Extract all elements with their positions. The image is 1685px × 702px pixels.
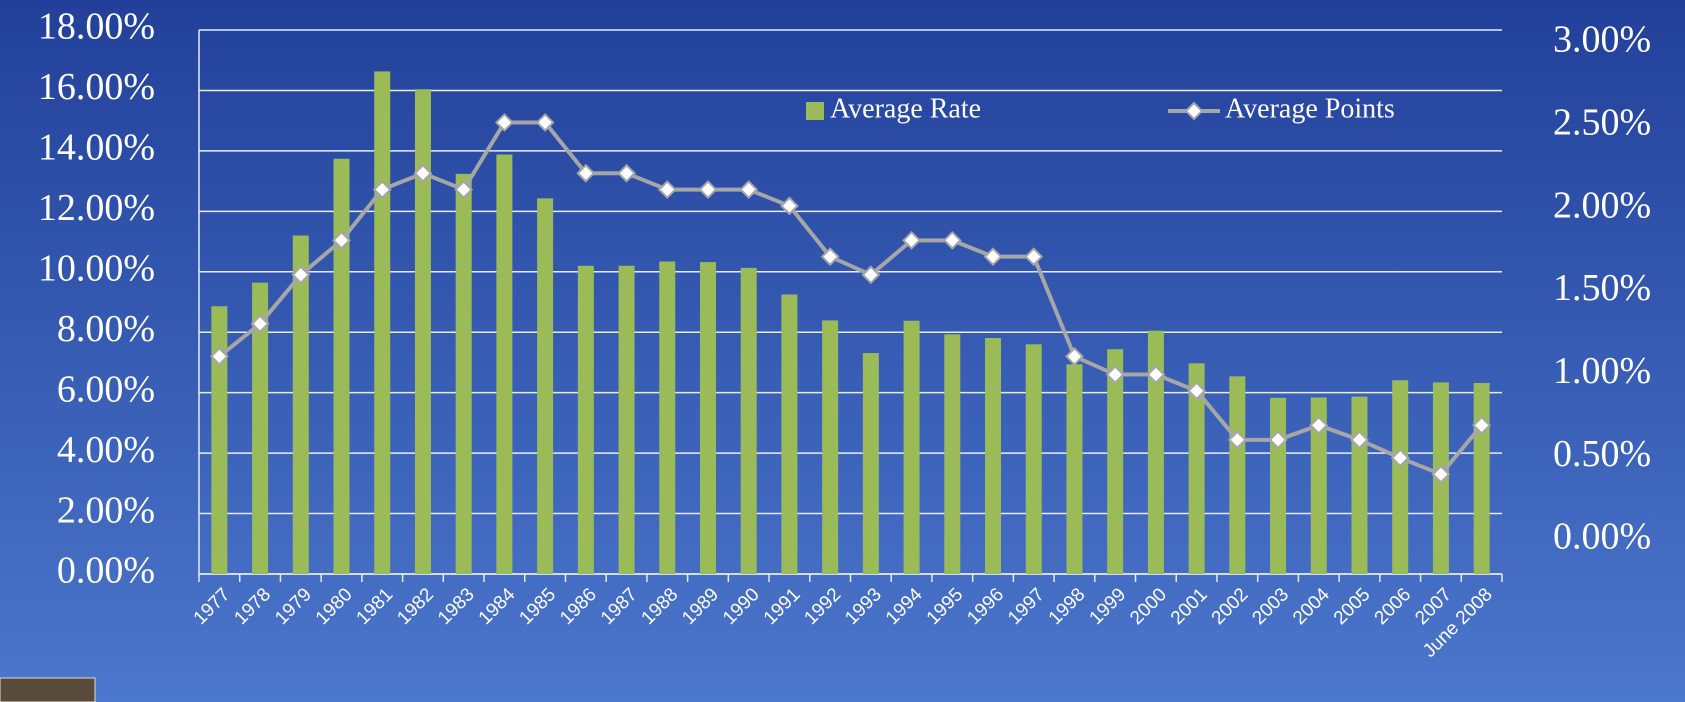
thumbnail [0, 678, 95, 702]
bar [700, 262, 716, 574]
y-tick-label: 4.00% [57, 429, 155, 471]
bar [944, 334, 960, 574]
bar [537, 198, 553, 574]
y2-tick-label: 1.00% [1553, 350, 1651, 392]
chart: 0.00% 2.00% 4.00% 6.00% 8.00% 10.00% 12.00% 14.… [0, 0, 1685, 702]
y-tick-label: 8.00% [57, 308, 155, 350]
bar [904, 321, 920, 574]
bar [781, 294, 797, 574]
y-tick-label: 18.00% [38, 6, 155, 48]
bar [1474, 383, 1490, 574]
bar [619, 266, 635, 574]
y2-tick-label: 1.50% [1553, 267, 1651, 309]
legend-label: Average Points [1225, 93, 1395, 124]
bar [1066, 364, 1082, 574]
bar [374, 71, 390, 574]
bar [211, 306, 227, 574]
y2-tick-label: 0.50% [1553, 433, 1651, 475]
bar [456, 174, 472, 574]
y-tick-label: 0.00% [57, 550, 155, 592]
bar [741, 268, 757, 574]
bar [1392, 380, 1408, 574]
bar [293, 236, 309, 574]
y2-tick-label: 3.00% [1553, 19, 1651, 61]
bar [863, 353, 879, 574]
y-tick-label: 16.00% [38, 66, 155, 108]
y2-tick-label: 2.00% [1553, 184, 1651, 226]
bar [822, 320, 838, 574]
legend-label: Average Rate [830, 93, 981, 124]
bar [496, 155, 512, 574]
bar [578, 266, 594, 574]
legend-swatch [806, 102, 824, 120]
bar [334, 159, 350, 574]
bar [1229, 376, 1245, 574]
y2-tick-label: 0.00% [1553, 516, 1651, 558]
bar [1351, 397, 1367, 574]
y-tick-label: 6.00% [57, 368, 155, 410]
y-tick-label: 14.00% [38, 127, 155, 169]
bar [1026, 344, 1042, 574]
bar [1270, 398, 1286, 574]
bar [985, 338, 1001, 574]
bar [415, 89, 431, 574]
y-tick-label: 12.00% [38, 187, 155, 229]
bar [659, 262, 675, 574]
y-tick-label: 2.00% [57, 489, 155, 531]
y-tick-label: 10.00% [38, 247, 155, 289]
y2-tick-label: 2.50% [1553, 102, 1651, 144]
